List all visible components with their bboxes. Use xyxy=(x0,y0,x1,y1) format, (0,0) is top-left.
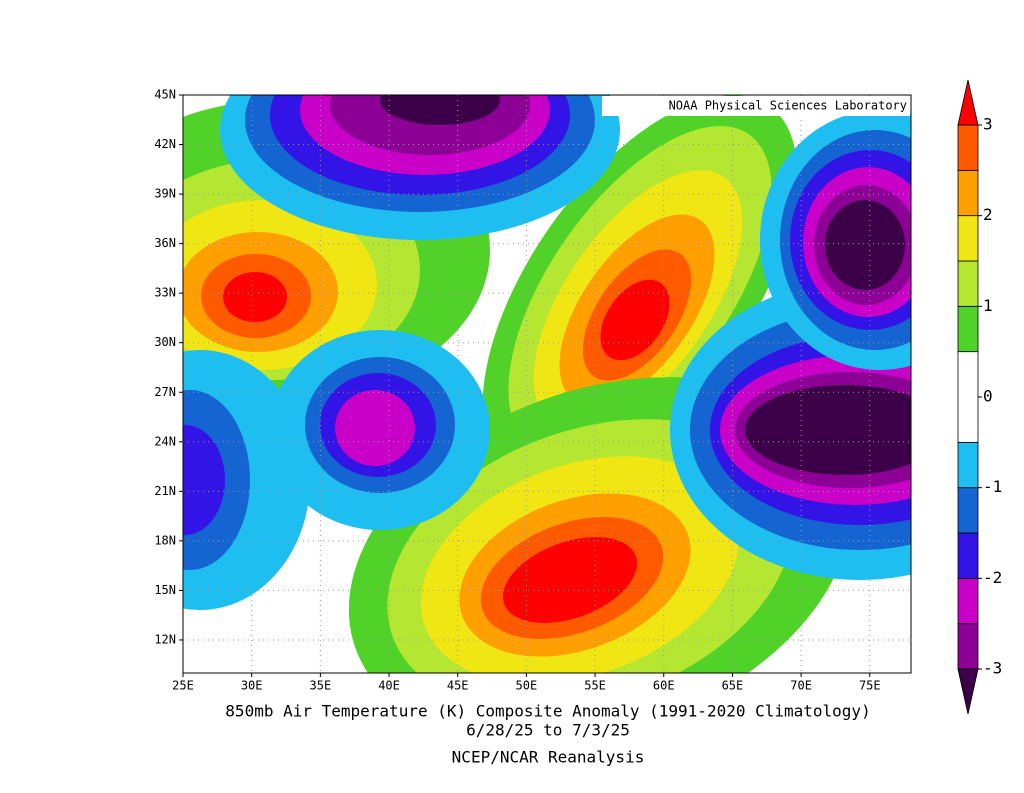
x-tick-label: 55E xyxy=(584,679,606,693)
x-tick-label: 65E xyxy=(722,679,744,693)
y-tick-label: 18N xyxy=(154,533,176,547)
colorbar-segment xyxy=(957,215,979,262)
y-tick-label: 33N xyxy=(154,286,176,300)
y-tick-label: 21N xyxy=(154,484,176,498)
colorbar-tick-label: 1 xyxy=(983,296,993,315)
anomaly-contour xyxy=(825,200,905,290)
y-tick-label: 39N xyxy=(154,187,176,201)
colorbar-tick-label: 3 xyxy=(983,115,993,134)
anomaly-contour xyxy=(335,390,415,466)
anomaly-contour xyxy=(183,425,225,535)
colorbar-segment xyxy=(957,487,979,534)
colorbar-tick-label: 0 xyxy=(983,387,993,406)
x-tick-label: 30E xyxy=(241,679,263,693)
anomaly-contour xyxy=(502,537,638,623)
colorbar-segment xyxy=(957,169,979,217)
x-tick-label: 50E xyxy=(516,679,538,693)
anomaly-contour xyxy=(745,385,911,475)
y-tick-label: 15N xyxy=(154,583,176,597)
x-tick-label: 75E xyxy=(859,679,881,693)
x-tick-label: 25E xyxy=(172,679,194,693)
y-tick-label: 24N xyxy=(154,434,176,448)
colorbar-tick-label: 2 xyxy=(983,205,993,224)
anomaly-contour xyxy=(223,272,287,322)
colorbar-segment xyxy=(957,351,979,443)
colorbar-segment xyxy=(957,577,979,625)
colorbar-segment xyxy=(957,124,979,171)
y-tick-label: 12N xyxy=(154,632,176,646)
credit-box xyxy=(602,96,910,116)
y-tick-label: 36N xyxy=(154,236,176,250)
credit: NOAA Physical Sciences Laboratory xyxy=(669,99,907,113)
date-range: 6/28/25 to 7/3/25 xyxy=(466,721,630,740)
y-tick-label: 45N xyxy=(154,88,176,102)
colorbar-segment xyxy=(957,441,979,489)
colorbar-tick-label: -3 xyxy=(983,659,1002,678)
x-tick-label: 70E xyxy=(790,679,812,693)
colorbar-segment xyxy=(957,532,979,579)
anomaly-contour xyxy=(600,279,670,361)
colorbar: -3 -2 -1 0 1 2 3 xyxy=(957,79,1002,715)
plot-frame xyxy=(182,94,912,674)
colorbar-tick-label: -1 xyxy=(983,477,1002,496)
colorbar-min-triangle xyxy=(957,668,979,715)
colorbar-max-triangle xyxy=(957,79,979,126)
anomaly-contour xyxy=(380,95,500,125)
x-tick-label: 45E xyxy=(447,679,469,693)
colorbar-tick-label: -2 xyxy=(983,568,1002,587)
colorbar-segment xyxy=(957,305,979,353)
grid xyxy=(179,94,911,677)
y-tick-label: 27N xyxy=(154,385,176,399)
x-tick-label: 35E xyxy=(310,679,332,693)
y-tick-label: 30N xyxy=(154,335,176,349)
colorbar-segment xyxy=(957,260,979,307)
x-tick-label: 40E xyxy=(378,679,400,693)
source: NCEP/NCAR Reanalysis xyxy=(452,748,645,767)
x-tick-label: 60E xyxy=(653,679,675,693)
title: 850mb Air Temperature (K) Composite Anom… xyxy=(225,702,870,721)
y-tick-label: 42N xyxy=(154,137,176,151)
colorbar-segment xyxy=(957,623,979,670)
anomaly-field xyxy=(183,95,911,673)
